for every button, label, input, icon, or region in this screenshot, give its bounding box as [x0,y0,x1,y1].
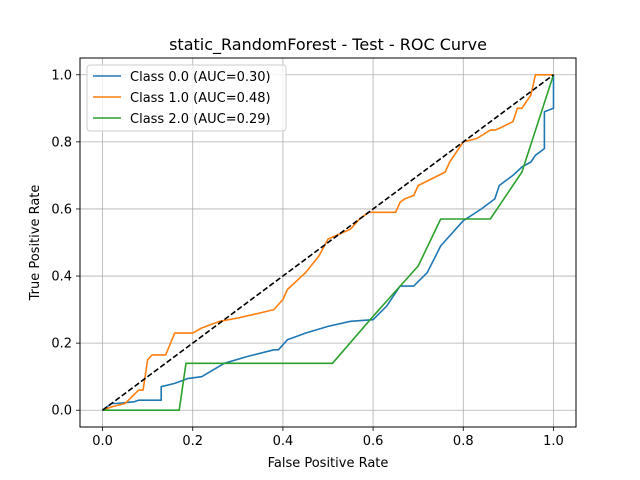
y-tick-label: 0.0 [51,404,72,419]
x-tick-label: 1.0 [543,434,564,449]
x-tick-label: 0.0 [92,434,113,449]
series-line-class-2 [102,74,555,412]
plot-frame [79,57,577,428]
legend-label: Class 0.0 (AUC=0.30) [130,70,271,85]
y-tick-label: 0.6 [51,202,72,217]
legend: Class 0.0 (AUC=0.30) Class 1.0 (AUC=0.48)… [86,64,287,132]
x-tick-label: 0.6 [363,434,384,449]
legend-box [86,64,287,132]
x-tick-label: 0.2 [182,434,203,449]
x-tick-label: 0.8 [453,434,474,449]
ticks: 0.0 0.2 0.4 0.6 0.8 1.0 0.0 0.2 0.4 0.6 0.8 1.0 [51,68,563,449]
legend-label: Class 2.0 (AUC=0.29) [130,112,271,127]
x-tick-label: 0.4 [273,434,294,449]
y-tick-label: 0.2 [51,337,72,352]
y-tick-label: 0.4 [51,270,72,285]
y-tick-label: 1.0 [51,68,72,83]
y-tick-label: 0.8 [51,135,72,150]
y-axis-title: True Positive Rate [28,185,43,302]
chart-title: static_RandomForest - Test - ROC Curve [169,35,487,55]
diagonal-reference-line [102,74,554,411]
series-layer [102,74,555,412]
x-axis-title: False Positive Rate [268,456,389,471]
legend-label: Class 1.0 (AUC=0.48) [130,91,271,106]
